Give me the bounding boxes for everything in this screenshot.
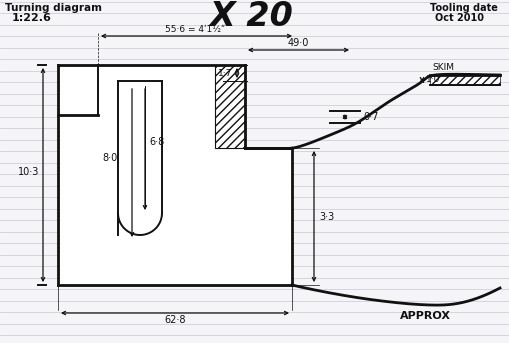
Text: 1·0: 1·0: [425, 75, 439, 84]
Text: 0·7: 0·7: [362, 112, 378, 122]
Text: 3·3: 3·3: [318, 212, 333, 222]
Text: Oct 2010: Oct 2010: [434, 13, 483, 23]
Bar: [58, 65, 244, 285]
Bar: [215, 65, 244, 148]
Text: 49·0: 49·0: [287, 38, 308, 48]
Text: X 20: X 20: [210, 0, 293, 33]
Text: 1·7: 1·7: [217, 69, 232, 78]
Text: Turning diagram: Turning diagram: [5, 3, 102, 13]
Text: 62·8: 62·8: [164, 315, 185, 325]
Text: 8·0: 8·0: [102, 153, 118, 163]
Text: 10·3: 10·3: [18, 167, 40, 177]
Bar: [429, 75, 499, 85]
Bar: [244, 148, 292, 285]
Text: Tooling date: Tooling date: [429, 3, 497, 13]
Text: APPROX: APPROX: [399, 311, 450, 321]
Text: 1:22.6: 1:22.6: [12, 13, 52, 23]
Text: 6·8: 6·8: [149, 137, 164, 147]
Text: 55·6 = 4ʹ1½ʺ: 55·6 = 4ʹ1½ʺ: [164, 25, 224, 34]
Text: SKIM: SKIM: [431, 63, 453, 72]
